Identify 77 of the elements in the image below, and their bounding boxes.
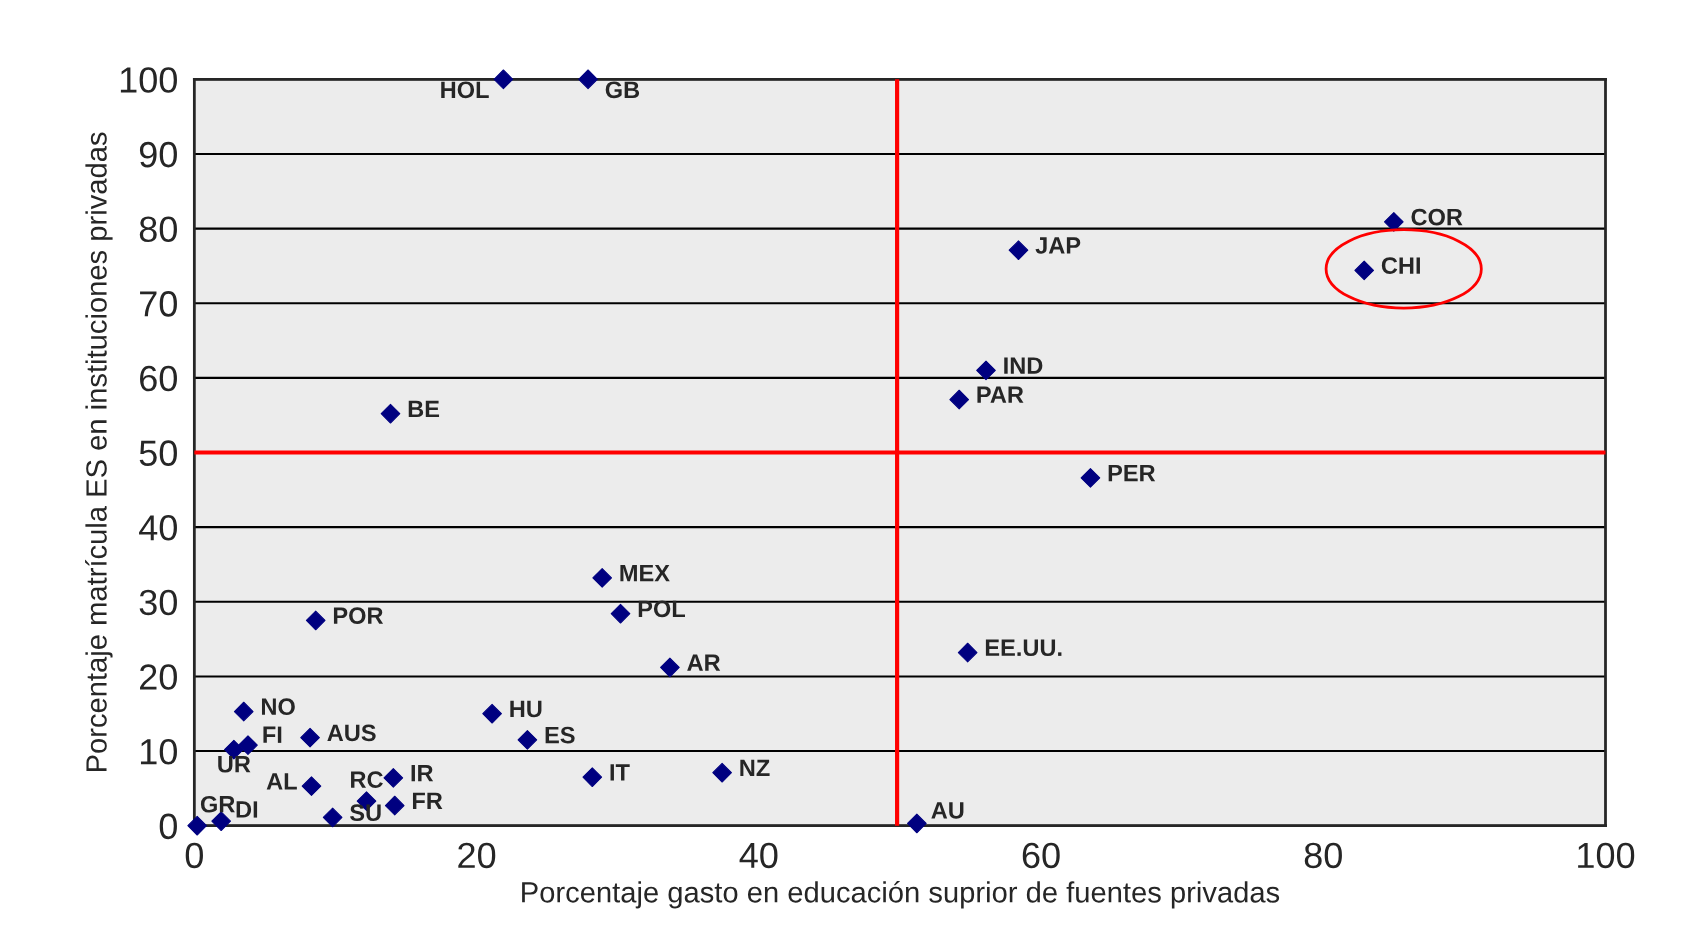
x-tick-label: 20: [458, 842, 496, 869]
annotation: PER: [1108, 464, 1156, 482]
point: [578, 69, 598, 90]
point: [660, 657, 680, 678]
annotation: DI: [236, 801, 258, 818]
point: [300, 727, 320, 748]
y-tick-label: 60: [140, 365, 177, 392]
point: [493, 69, 514, 90]
y-tick-label: 80: [139, 216, 177, 243]
x-tick-label: 100: [1578, 842, 1635, 869]
annotation: GR: [200, 795, 235, 813]
annotation: AU: [931, 802, 964, 819]
point: [187, 815, 208, 836]
point: [712, 762, 732, 783]
point: [907, 813, 927, 834]
annotation: FI: [263, 726, 282, 743]
point: [592, 568, 613, 588]
annotation: BE: [408, 400, 440, 418]
annotation: COR: [1411, 208, 1463, 226]
point: [482, 703, 502, 724]
annotation: AUS: [327, 724, 376, 742]
y-tick-label: 40: [139, 515, 177, 541]
point: [238, 735, 258, 755]
x-tick-label: 40: [739, 842, 778, 869]
point: [305, 610, 326, 631]
point: [582, 767, 603, 788]
point: [976, 360, 996, 381]
annotation: IT: [610, 764, 630, 781]
annotation: AL: [266, 773, 297, 790]
annotation: MEX: [620, 564, 670, 582]
annotation: AR: [687, 654, 721, 671]
annotation: SU: [349, 804, 381, 822]
point: [301, 776, 322, 796]
annotation: IND: [1004, 357, 1043, 374]
y-tick-label: 50: [139, 440, 177, 466]
point: [383, 768, 404, 788]
point: [517, 730, 538, 750]
annotation: PAR: [977, 386, 1024, 403]
point: [380, 403, 401, 424]
annotation: CHI: [1381, 257, 1420, 274]
annotation: POR: [333, 607, 384, 625]
x-tick-label: 0: [185, 842, 203, 869]
annotation: GB: [605, 81, 640, 99]
y-tick-label: 30: [139, 589, 177, 616]
y-tick-label: 70: [140, 291, 177, 317]
x-tick-label: 60: [1022, 842, 1060, 869]
annotation: HOL: [441, 81, 489, 99]
annotation: HU: [510, 700, 542, 718]
point: [957, 642, 978, 663]
point: [1080, 468, 1101, 488]
point: [949, 389, 970, 410]
y-tick-label: 20: [140, 664, 177, 690]
annotation: RC: [351, 771, 383, 788]
point: [211, 811, 232, 832]
annotation: UR: [218, 756, 251, 773]
annotation: NZ: [740, 759, 770, 777]
point: [233, 701, 254, 722]
y-tick-label: 100: [120, 67, 177, 93]
y-axis-title: Porcentaje matrícula ES en instituciones privadas: [85, 132, 113, 772]
x-axis-title: Porcentaje gasto en educación suprior de fuentes privadas: [522, 880, 1280, 909]
annotation: POL: [638, 600, 685, 618]
annotation: EE.UU.: [985, 639, 1062, 657]
point: [1354, 260, 1375, 281]
point: [610, 603, 631, 624]
y-tick-label: 10: [140, 738, 177, 765]
point: [1383, 212, 1404, 232]
y-tick-label: 0: [159, 813, 177, 840]
annotation: NO: [261, 698, 295, 716]
annotation: ES: [545, 726, 575, 744]
y-tick-label: 90: [139, 141, 177, 168]
point: [384, 795, 405, 816]
annotation: JAP: [1035, 237, 1081, 254]
annotation: FR: [412, 792, 443, 809]
x-tick-label: 80: [1304, 842, 1342, 869]
point: [1008, 240, 1029, 261]
annotation: IR: [411, 765, 434, 782]
point: [322, 807, 343, 828]
